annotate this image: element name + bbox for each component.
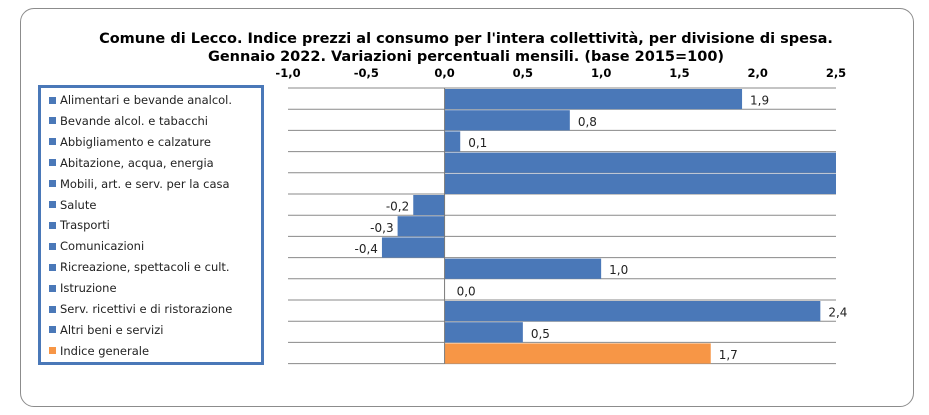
legend-swatch	[49, 96, 56, 104]
x-tick-label: 2,5	[826, 66, 846, 80]
legend-item: Salute	[49, 195, 96, 215]
legend-label: Alimentari e bevande analcol.	[60, 93, 233, 107]
legend-swatch	[49, 138, 56, 146]
legend-label: Mobili, art. e serv. per la casa	[60, 176, 230, 191]
legend-swatch	[49, 180, 56, 188]
bar	[444, 322, 523, 343]
legend-swatch	[49, 201, 56, 208]
bar	[397, 216, 445, 237]
data-label: 1,9	[750, 94, 769, 108]
legend-item: Altri beni e servizi	[49, 320, 163, 340]
data-label: 0,8	[578, 115, 597, 129]
bar	[444, 89, 743, 110]
legend-label: Serv. ricettivi e di ristorazione	[60, 302, 233, 316]
legend-label: Abitazione, acqua, energia	[60, 155, 214, 170]
legend-swatch	[49, 159, 56, 167]
legend-swatch	[49, 263, 56, 271]
legend-label: Abbigliamento e calzature	[60, 134, 211, 149]
legend-label: Istruzione	[60, 281, 117, 296]
chart-title-line-1: Comune di Lecco. Indice prezzi al consum…	[99, 31, 833, 47]
x-tick-label: 0,5	[513, 66, 533, 80]
bar	[444, 131, 461, 152]
legend-item: Trasporti	[49, 215, 110, 235]
legend-swatch	[49, 284, 56, 292]
legend-label: Trasporti	[60, 218, 110, 233]
legend-swatch	[49, 305, 56, 313]
legend-label: Bevande alcol. e tabacchi	[60, 113, 209, 128]
legend-item: Comunicazioni	[49, 236, 144, 256]
x-tick-label: -0,5	[354, 66, 379, 80]
data-label: 1,7	[719, 348, 738, 362]
legend-label: Salute	[60, 197, 97, 212]
legend-item: Istruzione	[49, 278, 117, 298]
bar	[444, 258, 602, 279]
legend-item: Abbigliamento e calzature	[49, 132, 211, 152]
legend-swatch	[49, 347, 56, 355]
legend-label: Indice generale	[60, 343, 150, 358]
data-label: 2,4	[828, 306, 847, 320]
x-tick-label: 0,0	[434, 66, 454, 80]
legend-swatch	[49, 221, 56, 229]
bar	[444, 301, 821, 322]
legend-swatch	[49, 117, 56, 125]
x-tick-label: 1,0	[591, 66, 611, 80]
legend-label: Comunicazioni	[60, 239, 145, 254]
legend-label: Altri beni e servizi	[60, 322, 164, 337]
bar	[381, 237, 445, 258]
chart-title: Comune di Lecco. Indice prezzi al consum…	[20, 30, 912, 66]
data-label: -0,3	[370, 221, 393, 235]
legend-item: Ricreazione, spettacoli e cult.	[49, 257, 230, 277]
legend-item: Alimentari e bevande analcol.	[49, 90, 232, 110]
data-label: -0,4	[355, 242, 378, 256]
x-tick-label: -1,0	[275, 66, 300, 80]
legend-item: Mobili, art. e serv. per la casa	[49, 174, 230, 194]
legend-label: Ricreazione, spettacoli e cult.	[60, 260, 230, 275]
legend-item: Indice generale	[49, 341, 149, 361]
bar	[413, 195, 445, 216]
bar	[444, 343, 711, 364]
data-label: 1,0	[609, 263, 628, 277]
x-tick-label: 1,5	[669, 66, 689, 80]
data-label: 0,0	[457, 284, 476, 298]
legend-item: Abitazione, acqua, energia	[49, 153, 214, 173]
legend-item: Serv. ricettivi e di ristorazione	[49, 299, 232, 319]
legend-swatch	[49, 326, 56, 334]
bar	[444, 173, 836, 194]
data-label: -0,2	[386, 200, 409, 214]
data-label: 0,1	[468, 136, 487, 150]
legend-swatch	[49, 242, 56, 250]
bar	[444, 110, 570, 131]
chart-legend: Alimentari e bevande analcol. Bevande alc…	[38, 85, 264, 365]
legend-item: Bevande alcol. e tabacchi	[49, 111, 208, 131]
data-label: 0,5	[531, 327, 550, 341]
x-tick-label: 2,0	[748, 66, 768, 80]
chart-title-line-2: Gennaio 2022. Variazioni percentuali men…	[207, 49, 725, 65]
bar	[444, 152, 836, 173]
